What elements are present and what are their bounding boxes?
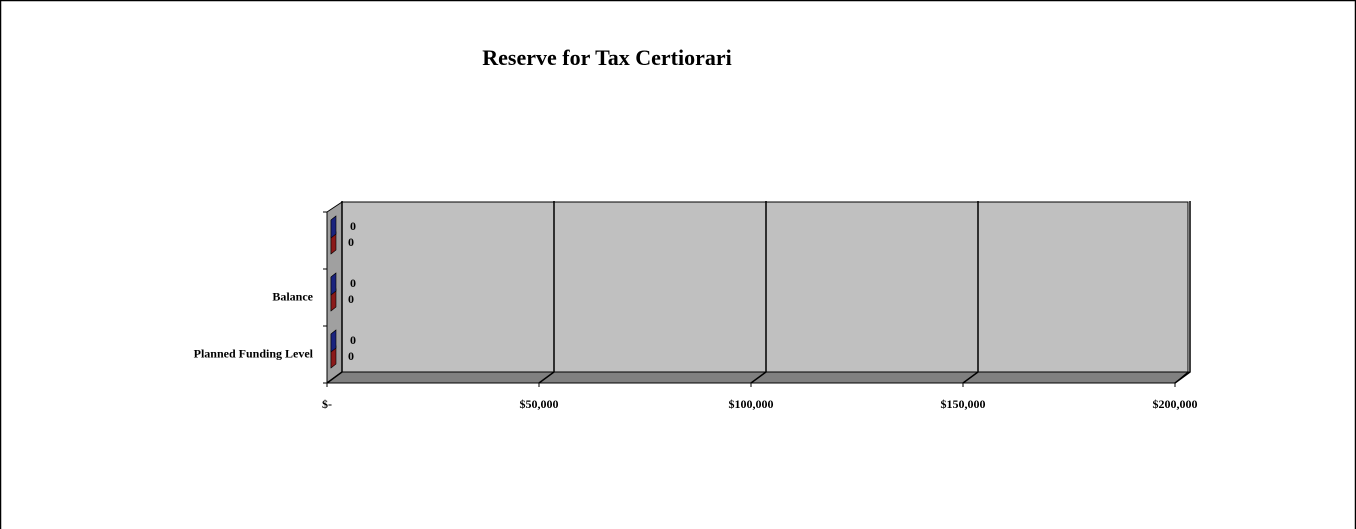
bar-face <box>330 215 337 239</box>
x-tick-label: $- <box>322 397 332 411</box>
back-wall <box>341 201 1189 373</box>
y-tick-label: Balance <box>272 289 313 303</box>
bar <box>330 215 337 239</box>
grid-line <box>962 201 979 384</box>
chart-title: Reserve for Tax Certiorari <box>482 45 731 70</box>
x-tick-label: $100,000 <box>729 397 774 411</box>
y-tick-label: Planned Funding Level <box>194 346 314 360</box>
data-label: 0 <box>348 292 354 306</box>
grid-line <box>1174 201 1191 384</box>
x-tick-label: $50,000 <box>520 397 559 411</box>
bar <box>330 329 337 353</box>
bar <box>330 272 337 296</box>
grid-line <box>326 201 343 384</box>
data-label: 0 <box>350 219 356 233</box>
x-tick-label: $200,000 <box>1153 397 1198 411</box>
grid-line <box>538 201 555 384</box>
data-label: 0 <box>350 276 356 290</box>
data-label: 0 <box>350 333 356 347</box>
data-label: 0 <box>348 349 354 363</box>
data-label: 0 <box>348 235 354 249</box>
bar-face <box>330 272 337 296</box>
x-tick-label: $150,000 <box>941 397 986 411</box>
bar-face <box>330 329 337 353</box>
grid-line <box>750 201 767 384</box>
